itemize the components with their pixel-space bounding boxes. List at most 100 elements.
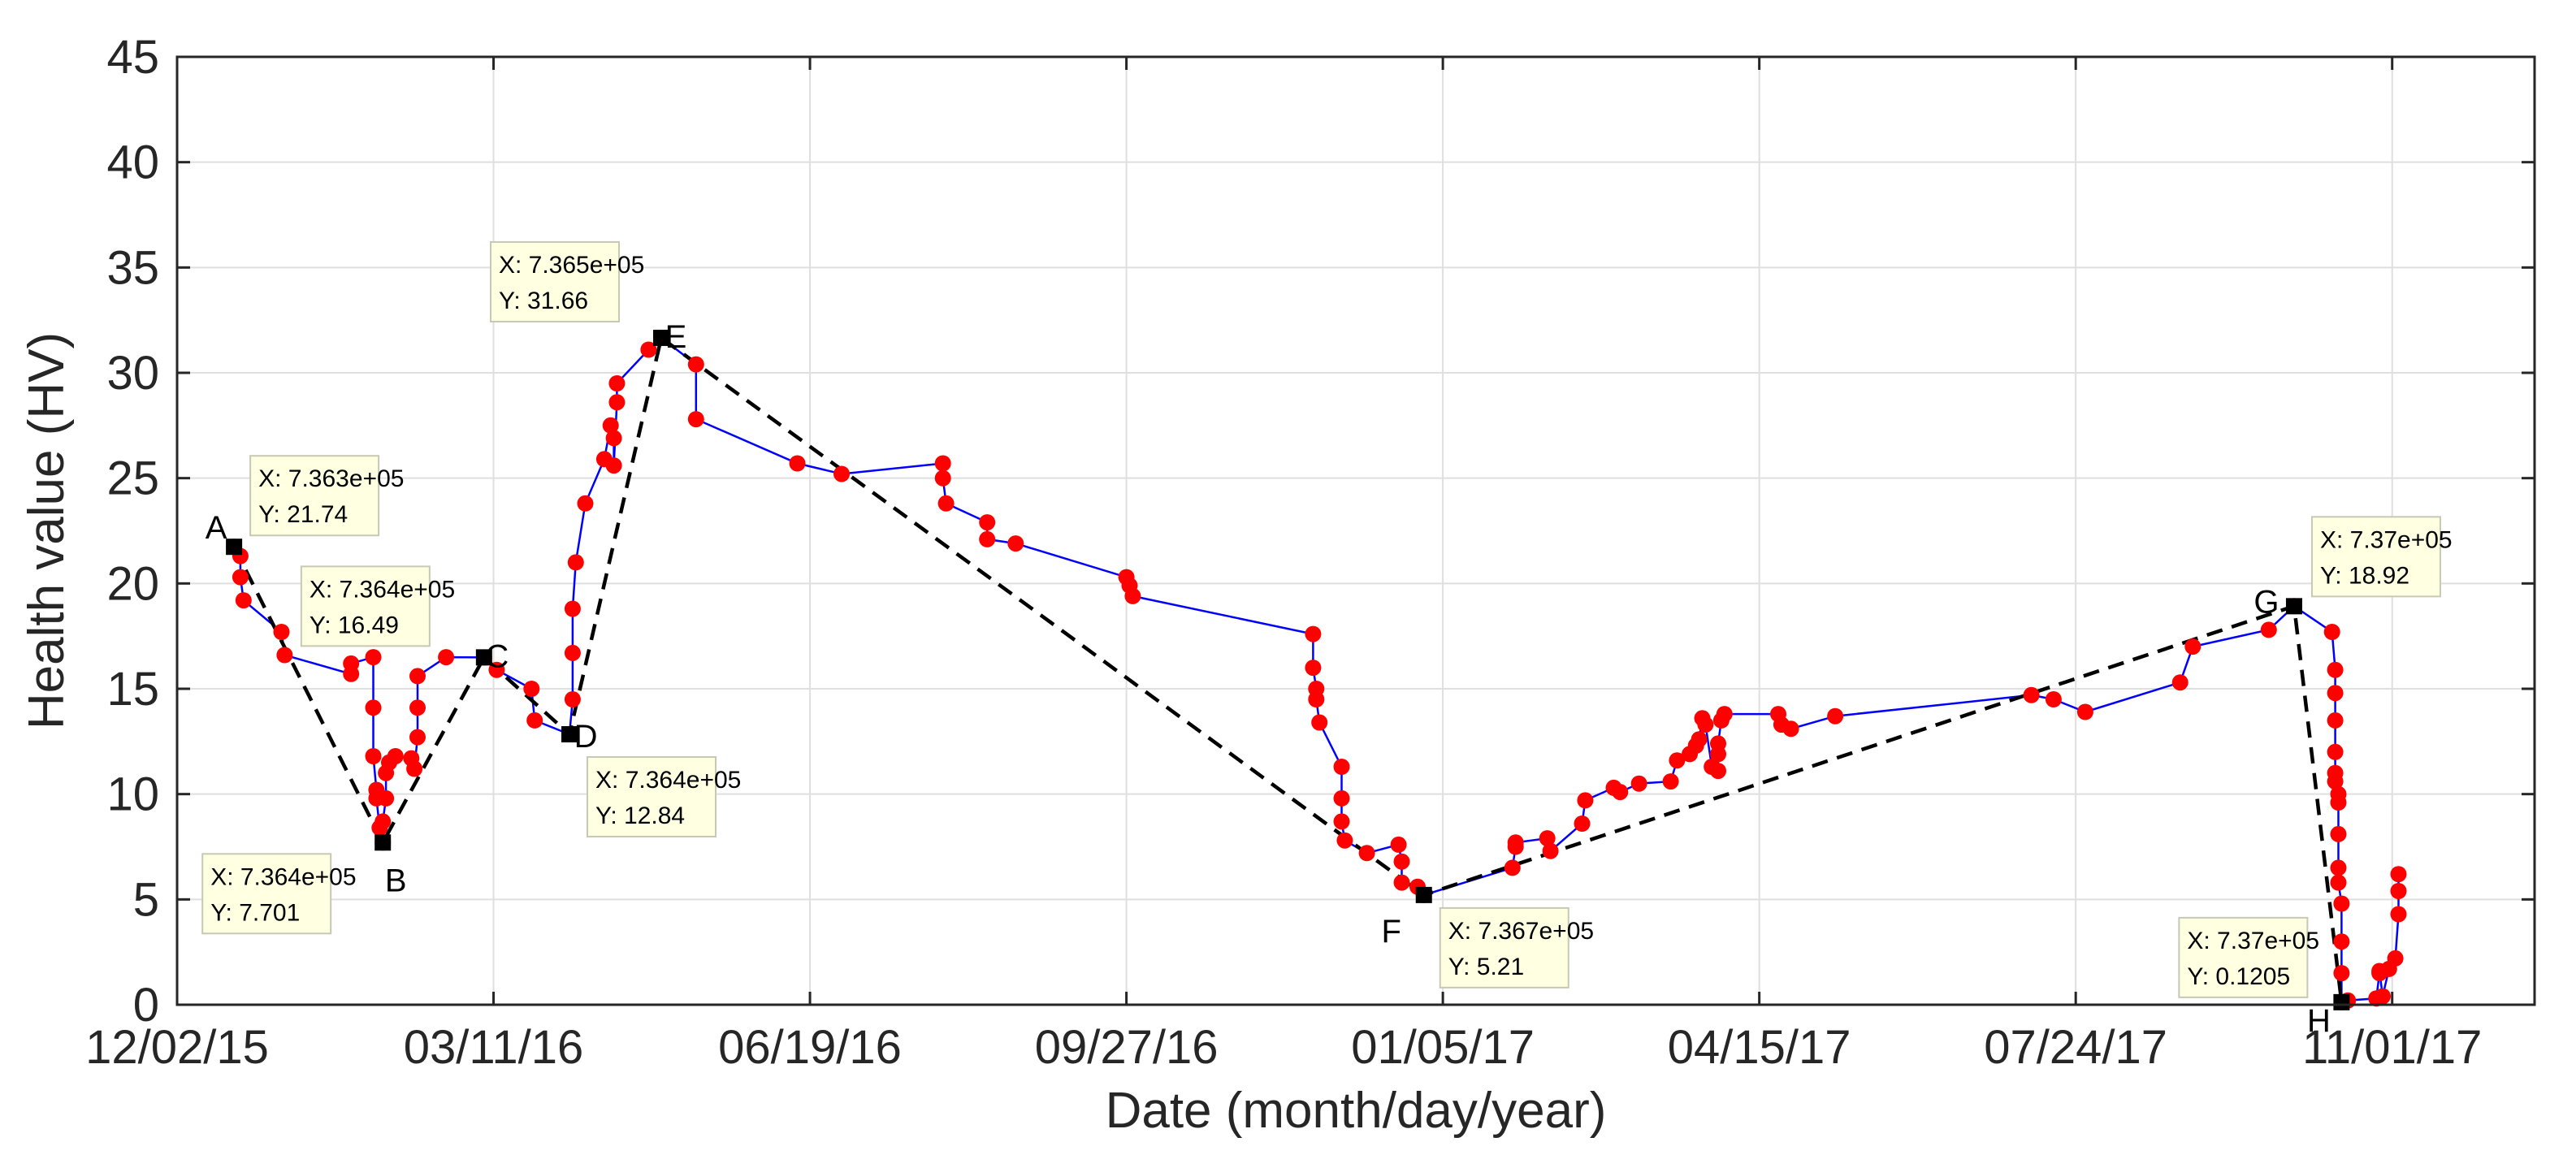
data-point: [1691, 731, 1708, 748]
data-point: [2333, 895, 2350, 912]
anchor-marker: [475, 649, 492, 666]
anchor-marker: [652, 329, 669, 346]
data-point: [934, 455, 951, 472]
data-point: [2327, 685, 2344, 702]
y-tick-label: 5: [133, 873, 159, 926]
y-tick-label: 30: [106, 347, 159, 400]
data-tip-box: [489, 240, 620, 322]
point-label: F: [1382, 914, 1401, 950]
data-tip-x: X: 7.37e+05: [2320, 526, 2453, 553]
anchor-marker: [2333, 993, 2350, 1010]
data-point: [1393, 853, 1410, 870]
data-tip-x: X: 7.363e+05: [258, 465, 404, 492]
y-tick-label: 10: [106, 768, 159, 821]
data-tip-box: [201, 853, 332, 935]
data-point: [608, 394, 626, 411]
data-point: [1782, 720, 1799, 738]
data-tip-y: Y: 5.21: [1448, 954, 1524, 980]
x-tick-label: 06/19/16: [718, 1021, 902, 1074]
y-tick-label: 15: [106, 663, 159, 716]
data-point: [1336, 832, 1353, 849]
data-tips: X: 7.363e+05 Y: 21.74 X: 7.364e+05 Y: 7.701…: [201, 240, 2453, 998]
data-point: [564, 644, 581, 661]
data-point: [1669, 752, 1686, 769]
data-point: [2390, 906, 2407, 923]
anchor-marker: [2285, 598, 2302, 615]
data-point: [605, 430, 622, 447]
data-point: [979, 530, 996, 547]
y-tick-labels: 0 5 10 15 20 25 30 35 40 45: [106, 31, 2535, 1032]
data-point: [1630, 775, 1647, 792]
data-point: [687, 411, 704, 428]
data-point: [608, 375, 626, 391]
data-point: [687, 356, 704, 373]
data-point: [1390, 836, 1407, 853]
data-point: [2323, 624, 2340, 640]
data-tip-x: X: 7.364e+05: [210, 863, 356, 890]
data-point: [1710, 735, 1726, 752]
data-tip-x: X: 7.364e+05: [310, 576, 455, 603]
data-point: [1393, 874, 1410, 891]
data-point: [979, 514, 996, 531]
data-point: [1507, 834, 1524, 851]
data-tip-box: [249, 455, 380, 537]
anchor-marker: [374, 834, 392, 851]
data-point: [1662, 773, 1679, 790]
data-point: [564, 691, 581, 707]
data-point: [2327, 661, 2344, 678]
data-point: [1504, 859, 1521, 876]
anchor-marker: [561, 726, 578, 743]
data-tip-y: Y: 31.66: [499, 288, 588, 314]
data-tip-box: [1439, 906, 1569, 988]
data-point: [1007, 535, 1024, 552]
data-point: [1697, 716, 1714, 733]
x-tick-label: 09/27/16: [1035, 1021, 1219, 1074]
data-point: [1333, 813, 1350, 830]
data-point: [409, 729, 426, 746]
data-tip-x: X: 7.37e+05: [2187, 928, 2319, 954]
data-point: [2330, 874, 2347, 891]
data-tip-y: Y: 16.49: [310, 612, 399, 638]
y-tick-label: 40: [106, 136, 159, 189]
data-point: [2327, 773, 2344, 790]
data-point: [365, 699, 382, 716]
trend-anchors: A B C D E F G H: [206, 319, 2350, 1039]
data-point: [1577, 792, 1594, 809]
data-point: [1574, 815, 1591, 832]
data-point: [2330, 859, 2347, 876]
data-point: [2260, 621, 2277, 638]
y-axis-label: Health value (HV): [19, 332, 75, 729]
data-point: [276, 647, 293, 664]
data-point: [934, 469, 951, 487]
data-point: [937, 495, 955, 512]
anchor-marker: [226, 539, 243, 556]
y-tick-label: 20: [106, 557, 159, 610]
data-tip-box: [2178, 916, 2309, 998]
trend-dashed-line: [232, 335, 2344, 1003]
data-point: [2333, 933, 2350, 950]
data-point: [387, 748, 404, 764]
data-point: [409, 668, 426, 685]
data-point: [273, 624, 290, 640]
point-label: A: [206, 510, 227, 546]
data-point: [406, 760, 423, 777]
x-axis-label: Date (month/day/year): [1106, 1083, 1607, 1139]
data-point: [1827, 707, 1844, 725]
data-point: [378, 789, 395, 807]
data-point: [1308, 691, 1325, 707]
data-point: [2076, 703, 2093, 720]
data-point: [577, 495, 594, 512]
data-point: [640, 341, 657, 358]
x-tick-label: 12/02/15: [85, 1021, 269, 1074]
y-tick-label: 45: [106, 31, 159, 84]
x-tick-label: 04/15/17: [1668, 1021, 1851, 1074]
data-point: [2023, 686, 2040, 703]
data-tip-y: Y: 7.701: [210, 899, 300, 926]
data-point: [2333, 965, 2350, 982]
data-point: [2330, 794, 2347, 811]
data-point: [2171, 674, 2189, 691]
x-tick-label: 03/11/16: [404, 1021, 583, 1074]
y-tick-label: 0: [133, 979, 159, 1032]
x-tick-label: 07/24/17: [1984, 1021, 2167, 1074]
data-tip-box: [2310, 516, 2441, 598]
